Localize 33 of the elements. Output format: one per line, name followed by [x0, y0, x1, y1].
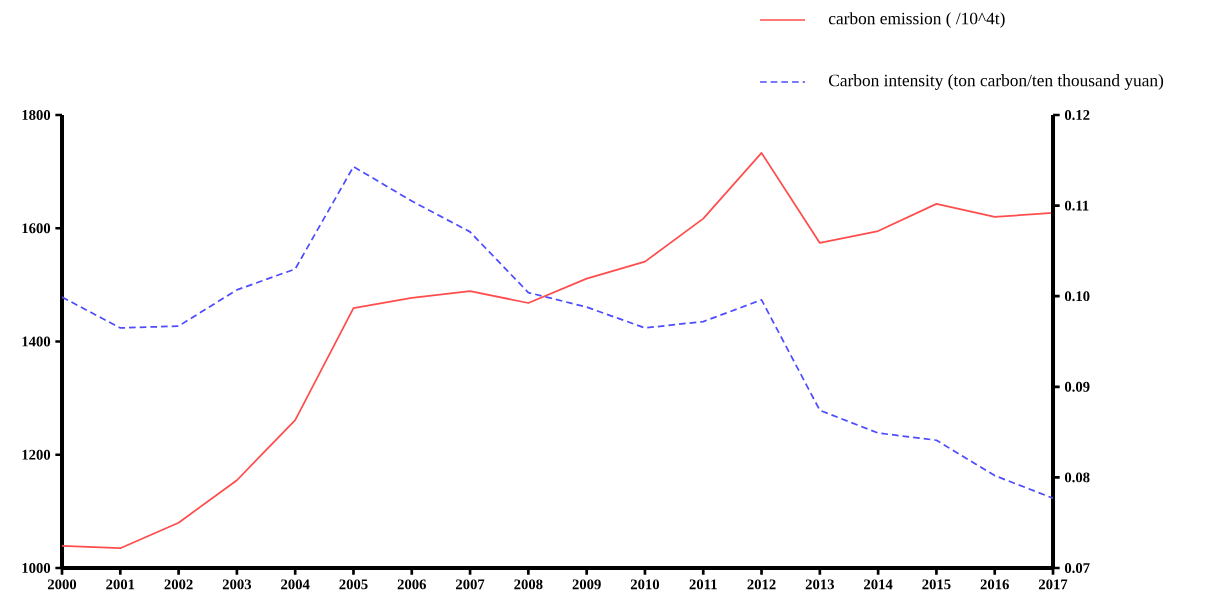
x-tick-label: 2011: [689, 579, 717, 590]
x-tick-label: 2014: [864, 579, 893, 590]
line-series: [62, 165, 1054, 500]
x-tick-label: 2003: [222, 579, 252, 590]
y2-tick-label: 0.08: [1064, 472, 1090, 483]
legend-label: Carbon intensity (ton carbon/ten thousand yuan): [828, 74, 1164, 90]
x-tick-label: 2007: [456, 579, 485, 590]
y-tick-label: 1600: [22, 223, 51, 234]
x-tick-label: 2002: [164, 579, 193, 590]
y2-tick-label: 0.11: [1064, 200, 1089, 211]
x-tick-label: 2000: [47, 579, 77, 590]
y-tick-label: 1000: [22, 563, 51, 573]
y2-tick-label: 0.12: [1064, 110, 1090, 120]
y2-tick-label: 0.10: [1064, 291, 1090, 302]
x-tick-label: 2013: [805, 579, 835, 590]
x-tick-label: 2012: [747, 579, 776, 590]
x-tick-label: 2006: [397, 579, 427, 590]
line-series: [62, 152, 1054, 550]
x-tick-label: 2016: [980, 579, 1009, 590]
y-tick-label: 1800: [22, 110, 51, 120]
y2-tick-label: 0.09: [1064, 381, 1090, 392]
y2-tick-label: 0.07: [1064, 563, 1090, 573]
x-tick-label: 2009: [572, 579, 601, 590]
y-tick-label: 1400: [22, 336, 51, 347]
legend-label: carbon emission ( /10^4t): [828, 12, 1005, 28]
x-tick-label: 2004: [281, 579, 310, 590]
x-tick-label: 2017: [1038, 579, 1068, 590]
x-tick-label: 2015: [922, 579, 951, 590]
x-tick-label: 2001: [106, 579, 135, 590]
x-tick-label: 2005: [339, 579, 368, 590]
x-tick-label: 2008: [514, 579, 543, 590]
x-tick-label: 2010: [630, 579, 660, 590]
y-tick-label: 1200: [22, 449, 51, 460]
